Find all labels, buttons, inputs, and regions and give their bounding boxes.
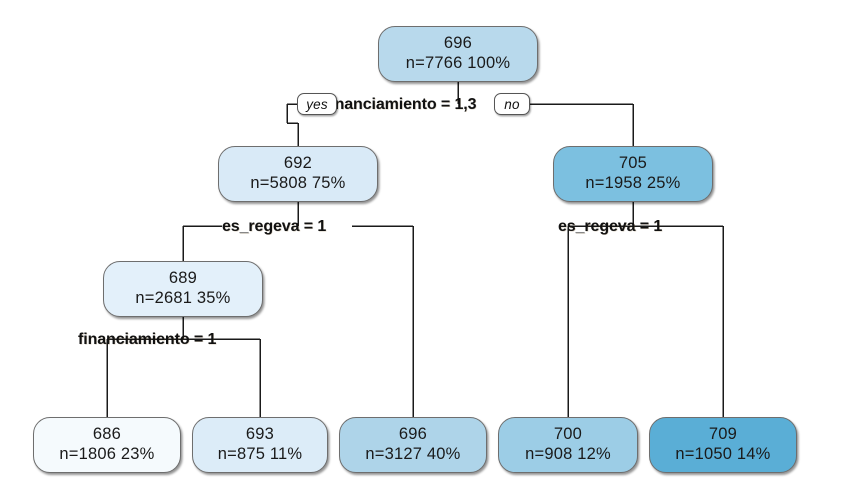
branch-tag-no[interactable]: no (494, 93, 530, 115)
node-value: 696 (398, 425, 428, 444)
node-value: 696 (443, 34, 473, 53)
split-label-right: es_regeva = 1 (558, 218, 663, 235)
node-stats: n=3127 40% (365, 445, 461, 463)
node-value: 709 (708, 425, 738, 444)
node-value: 700 (553, 425, 583, 444)
tree-leaf-686[interactable]: 686 n=1806 23% (33, 417, 181, 473)
node-stats: n=7766 100% (405, 54, 511, 72)
node-value: 689 (168, 269, 198, 288)
split-label-left-deep: financiamiento = 1 (78, 331, 217, 348)
tree-node-root[interactable]: 696 n=7766 100% (378, 26, 538, 82)
node-stats: n=2681 35% (135, 289, 231, 307)
node-value: 705 (618, 154, 648, 173)
node-stats: n=1806 23% (59, 445, 155, 463)
tree-node-689[interactable]: 689 n=2681 35% (103, 261, 263, 317)
branch-tag-yes[interactable]: yes (297, 93, 337, 115)
node-stats: n=1050 14% (675, 445, 771, 463)
node-stats: n=1958 25% (585, 174, 681, 192)
tree-leaf-700[interactable]: 700 n=908 12% (498, 417, 638, 473)
node-stats: n=908 12% (525, 445, 611, 463)
tree-leaf-696[interactable]: 696 n=3127 40% (339, 417, 487, 473)
node-value: 686 (92, 425, 122, 444)
tree-leaf-709[interactable]: 709 n=1050 14% (649, 417, 797, 473)
tree-node-705[interactable]: 705 n=1958 25% (553, 146, 713, 202)
tree-node-692[interactable]: 692 n=5808 75% (218, 146, 378, 202)
node-stats: n=875 11% (217, 445, 303, 463)
node-value: 692 (283, 154, 313, 173)
split-label-root: financiamiento = 1,3 (325, 96, 477, 113)
tree-leaf-693[interactable]: 693 n=875 11% (192, 417, 328, 473)
node-value: 693 (245, 425, 275, 444)
node-stats: n=5808 75% (250, 174, 346, 192)
split-label-left: es_regeva = 1 (222, 218, 327, 235)
